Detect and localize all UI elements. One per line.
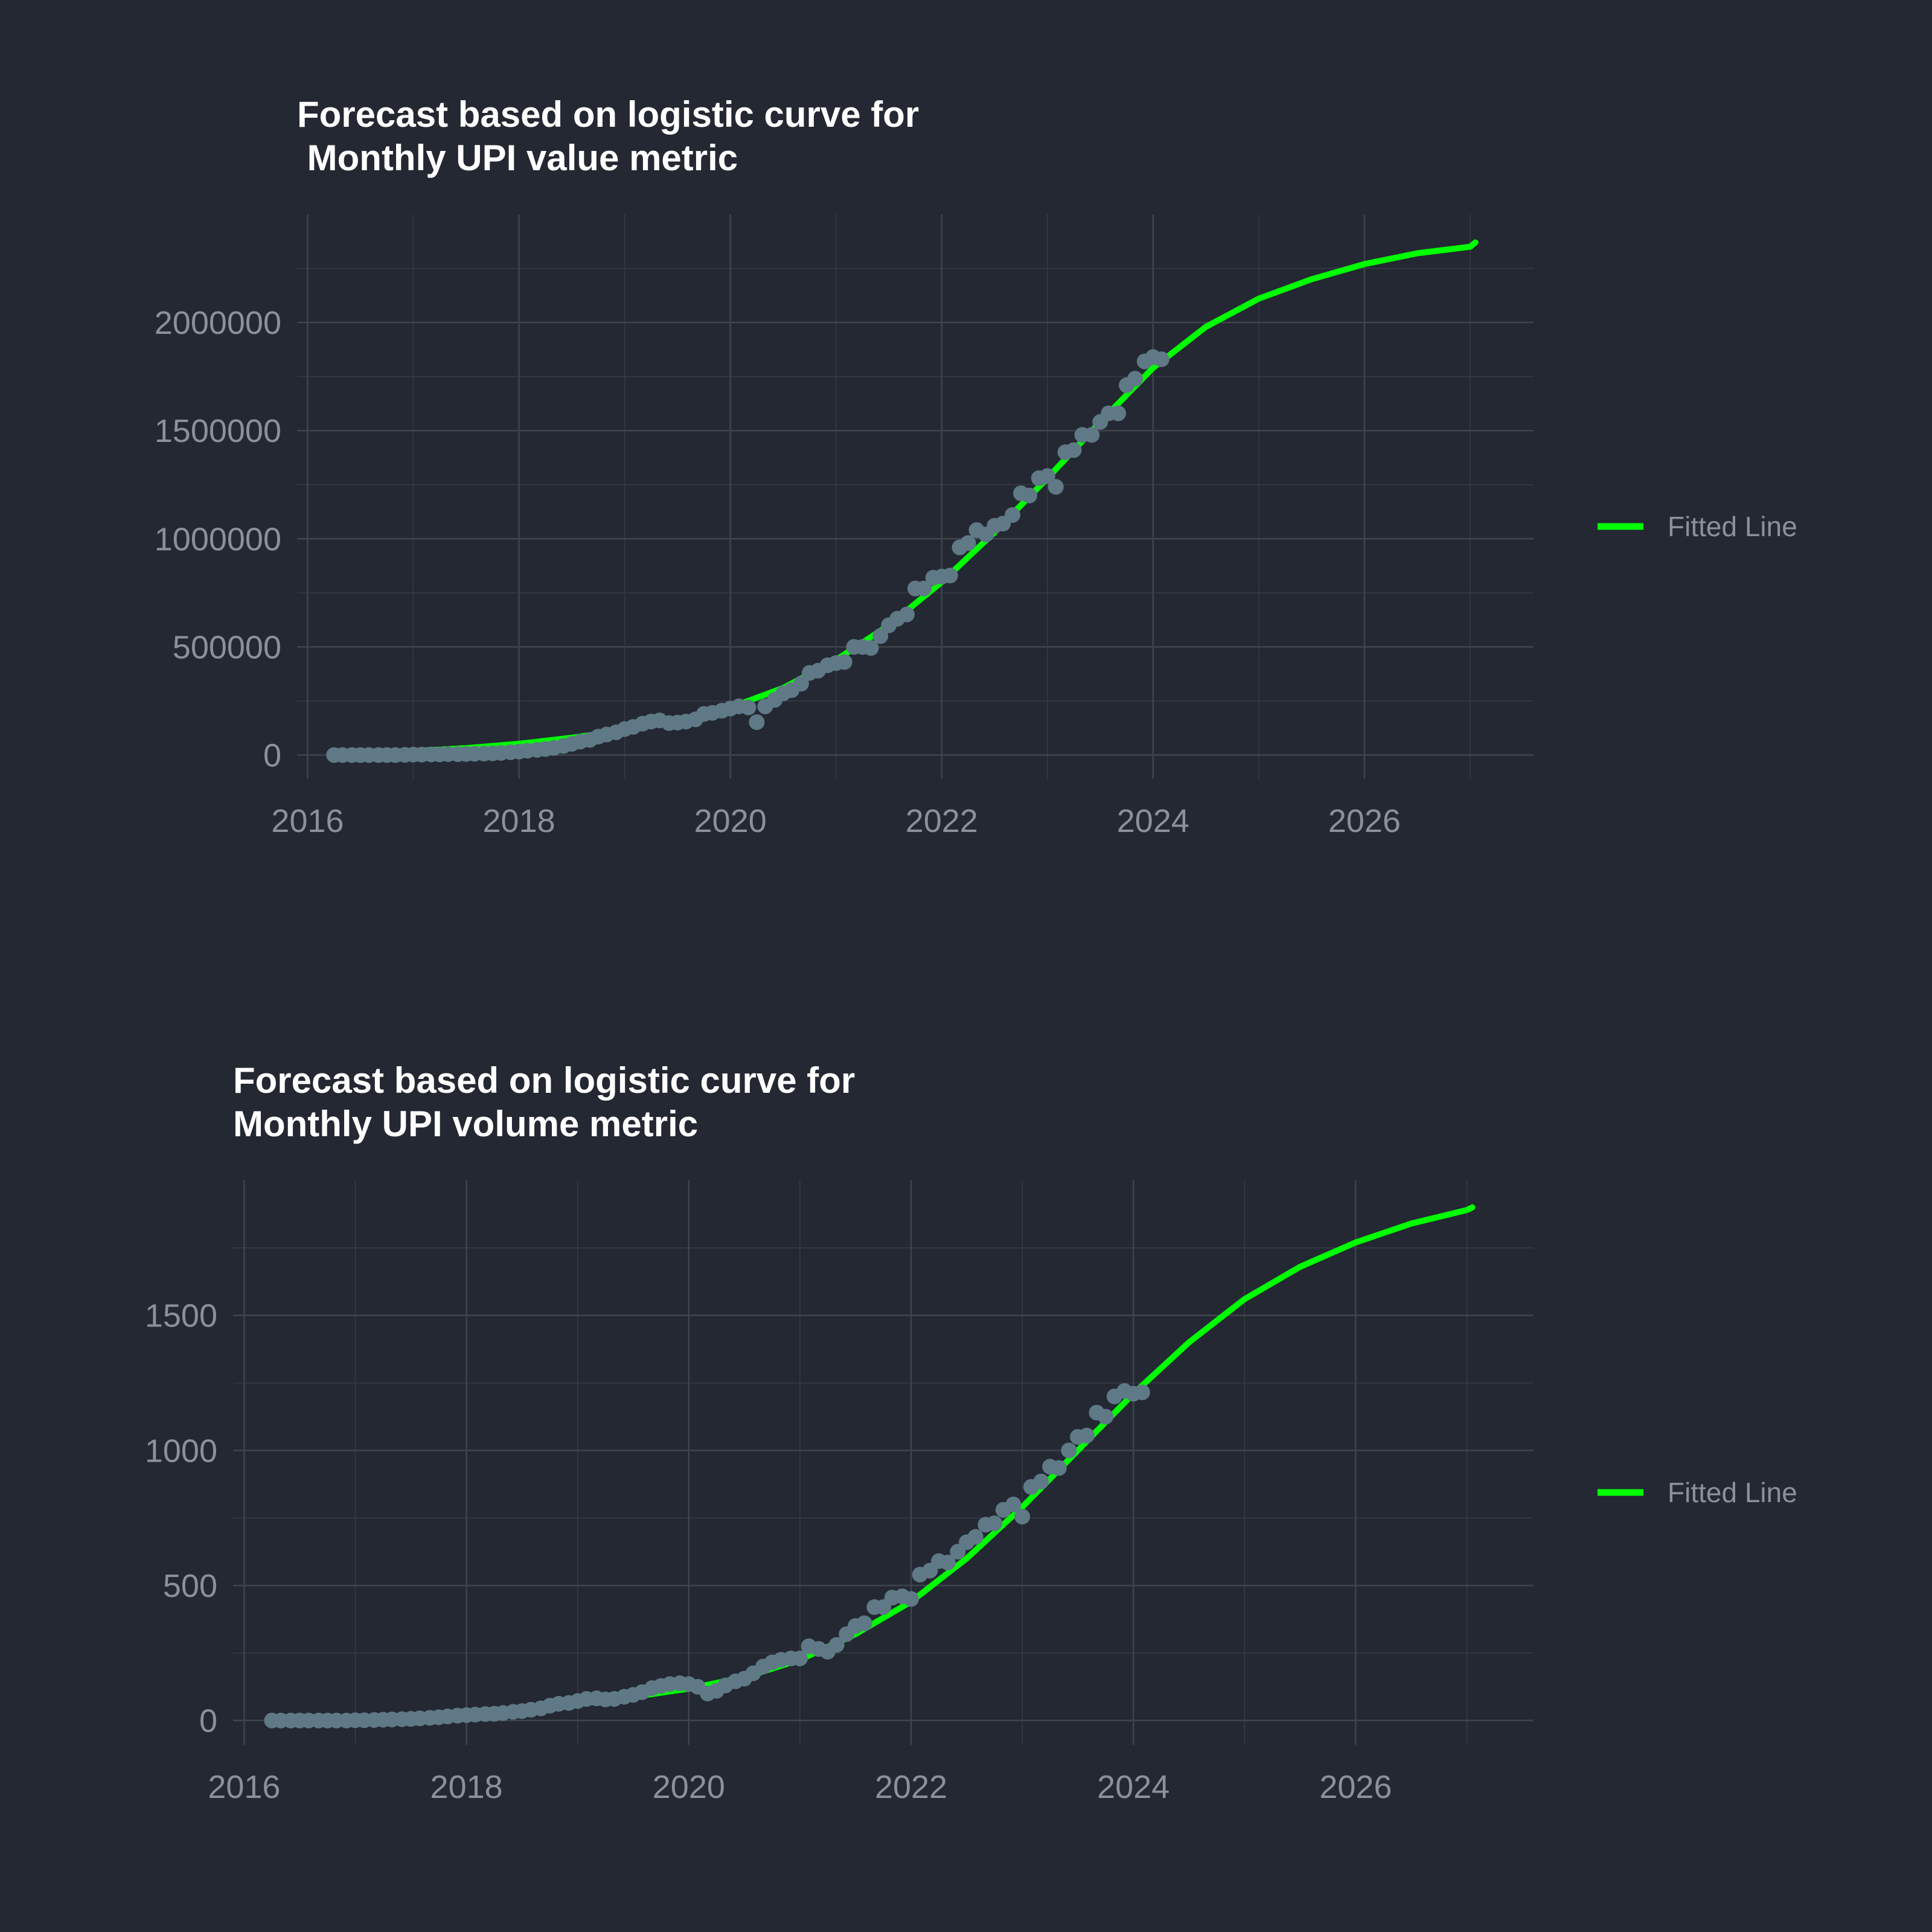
volume-chart-data-point (856, 1615, 872, 1631)
value-chart-data-point (1048, 479, 1064, 495)
volume-chart-y-tick-label: 0 (199, 1703, 217, 1739)
value-chart-x-tick-label: 2018 (483, 803, 555, 839)
value-chart-data-point (863, 640, 879, 656)
volume-chart-data-point (1033, 1473, 1049, 1489)
value-chart-x-tick-label: 2022 (906, 803, 978, 839)
value-chart-data-point (1066, 442, 1082, 458)
value-chart-data-point (916, 580, 932, 597)
volume-chart-data-point (903, 1591, 920, 1607)
value-chart-y-tick-label: 1500000 (155, 413, 281, 449)
value-chart-data-point (740, 699, 756, 715)
value-chart-data-point (1084, 427, 1100, 443)
volume-chart-x-tick-label: 2016 (208, 1769, 280, 1805)
volume-chart-data-point (939, 1555, 956, 1571)
value-chart-data-point (1022, 487, 1038, 504)
volume-chart-x-tick-label: 2018 (430, 1769, 503, 1805)
value-chart-data-point (942, 568, 958, 584)
value-chart-data-point (1005, 507, 1021, 523)
volume-chart-y-tick-label: 500 (163, 1568, 217, 1604)
volume-chart-data-point (1005, 1496, 1022, 1512)
volume-chart-plot-area (264, 1204, 1476, 1729)
value-chart-data-point (1153, 351, 1169, 368)
volume-chart-data-point (1078, 1427, 1095, 1444)
volume-chart-x-tick-label: 2022 (875, 1769, 947, 1805)
value-chart-data-point (1127, 371, 1144, 387)
volume-chart-data-point (1098, 1409, 1114, 1425)
value-chart-legend: Fitted Line (1598, 511, 1797, 542)
volume-chart-title-line-2: Monthly UPI volume metric (233, 1104, 698, 1144)
value-chart-data-point (1039, 468, 1055, 484)
value-chart-y-tick-label: 2000000 (155, 305, 281, 341)
value-chart-data-point (960, 535, 976, 551)
value-chart-data-point (749, 714, 765, 731)
value-chart-data-point (1110, 405, 1127, 421)
volume-chart-data-point (1051, 1460, 1067, 1476)
value-chart-data-point (836, 654, 852, 670)
volume-chart-x-tick-label: 2026 (1319, 1769, 1392, 1805)
value-chart-y-tick-label: 500000 (173, 629, 281, 665)
volume-chart-title-line-1: Forecast based on logistic curve for (233, 1060, 855, 1101)
volume-chart-y-tick-label: 1000 (145, 1433, 217, 1469)
value-chart-data-point (872, 628, 889, 644)
volume-chart: Forecast based on logistic curve for Mon… (145, 1060, 1797, 1805)
volume-chart-data-point (1014, 1508, 1031, 1524)
value-chart-y-tick-label: 0 (263, 738, 281, 774)
value-chart-plot-area (326, 239, 1479, 763)
volume-chart-legend-label: Fitted Line (1668, 1477, 1797, 1508)
value-chart-y-axis: 0 500000 1000000 1500000 2000000 (155, 305, 281, 773)
volume-chart-x-axis: 2016 2018 2020 2022 2024 2026 (208, 1769, 1392, 1805)
volume-chart-data-point (987, 1515, 1003, 1532)
volume-chart-legend: Fitted Line (1598, 1477, 1797, 1508)
value-chart-x-tick-label: 2020 (694, 803, 767, 839)
value-chart-title-line-2: Monthly UPI value metric (297, 138, 738, 178)
volume-chart-data-point (792, 1650, 808, 1666)
volume-chart-x-tick-label: 2024 (1097, 1769, 1169, 1805)
value-chart-x-axis: 2016 2018 2020 2022 2024 2026 (271, 803, 1401, 839)
value-chart-data-point (898, 606, 915, 622)
value-chart-y-tick-label: 1000000 (155, 521, 281, 557)
volume-chart-y-axis: 0 500 1000 1500 (145, 1298, 217, 1739)
value-chart-data-point (793, 676, 809, 692)
volume-chart-data-point (1134, 1384, 1150, 1401)
value-chart: Forecast based on logistic curve for Mon… (155, 94, 1797, 839)
volume-chart-data-point (1061, 1442, 1077, 1459)
value-chart-x-tick-label: 2026 (1328, 803, 1401, 839)
volume-chart-grid (233, 1180, 1534, 1745)
volume-chart-x-tick-label: 2020 (653, 1769, 725, 1805)
value-chart-legend-label: Fitted Line (1668, 511, 1797, 542)
value-chart-x-tick-label: 2024 (1117, 803, 1189, 839)
volume-chart-data-point (967, 1529, 984, 1545)
value-chart-x-tick-label: 2016 (271, 803, 344, 839)
value-chart-title-line-1: Forecast based on logistic curve for (297, 94, 919, 135)
volume-chart-data-point (828, 1637, 845, 1653)
volume-chart-y-tick-label: 1500 (145, 1298, 217, 1334)
